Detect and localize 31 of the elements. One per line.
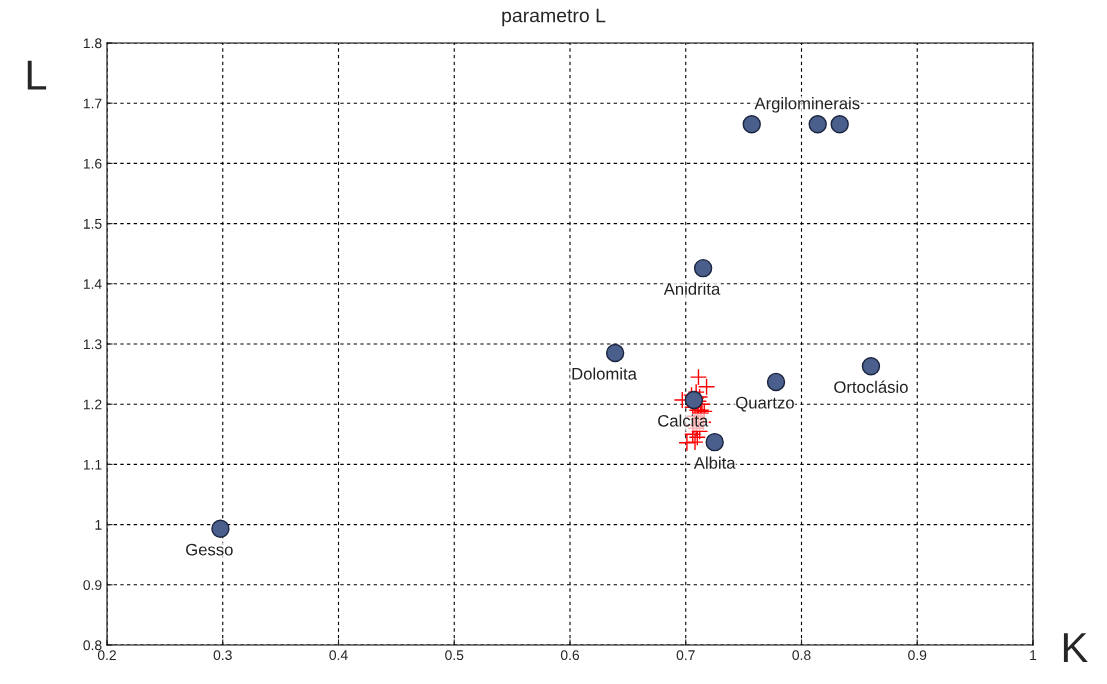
annotation: Ortoclásio <box>834 380 908 393</box>
chart-title: parametro L <box>502 8 606 27</box>
annotation: Argilominerais <box>754 97 860 113</box>
y-tick-label: 1 <box>95 520 102 530</box>
y-tick-label: 0.8 <box>83 640 102 651</box>
x-tick-label: 0.8 <box>792 650 811 661</box>
x-tick-label: 0.9 <box>908 650 927 661</box>
x-tick-label: 1 <box>1030 650 1037 660</box>
y-tick-label: 0.9 <box>83 580 102 590</box>
y-tick-label: 1.4 <box>83 279 102 289</box>
y-tick-label: 1.3 <box>83 339 102 350</box>
x-axis-title: K <box>1063 633 1088 662</box>
annotation: Gesso <box>186 543 233 556</box>
x-tick-label: 0.7 <box>676 650 695 661</box>
annotation: Dolomita <box>572 367 637 380</box>
y-tick-label: 1.6 <box>83 158 102 169</box>
x-tick-label: 0.2 <box>97 650 116 661</box>
x-tick-label: 0.5 <box>445 650 464 661</box>
y-tick-label: 1.2 <box>83 399 102 410</box>
x-tick-label: 0.6 <box>560 650 580 661</box>
y-axis-title: L <box>27 60 47 90</box>
y-tick-label: 1.8 <box>83 38 102 49</box>
y-tick-label: 1.5 <box>83 219 102 229</box>
y-tick-label: 1.7 <box>83 98 102 109</box>
annotation: Quartzo <box>736 396 794 412</box>
annotation: Anidrita <box>663 282 721 295</box>
annotation: Albita <box>693 456 736 469</box>
annotation: Calcita <box>658 414 709 427</box>
x-tick-label: 0.4 <box>329 650 348 661</box>
y-tick-label: 1.1 <box>83 459 102 470</box>
x-tick-label: 0.3 <box>213 650 232 661</box>
